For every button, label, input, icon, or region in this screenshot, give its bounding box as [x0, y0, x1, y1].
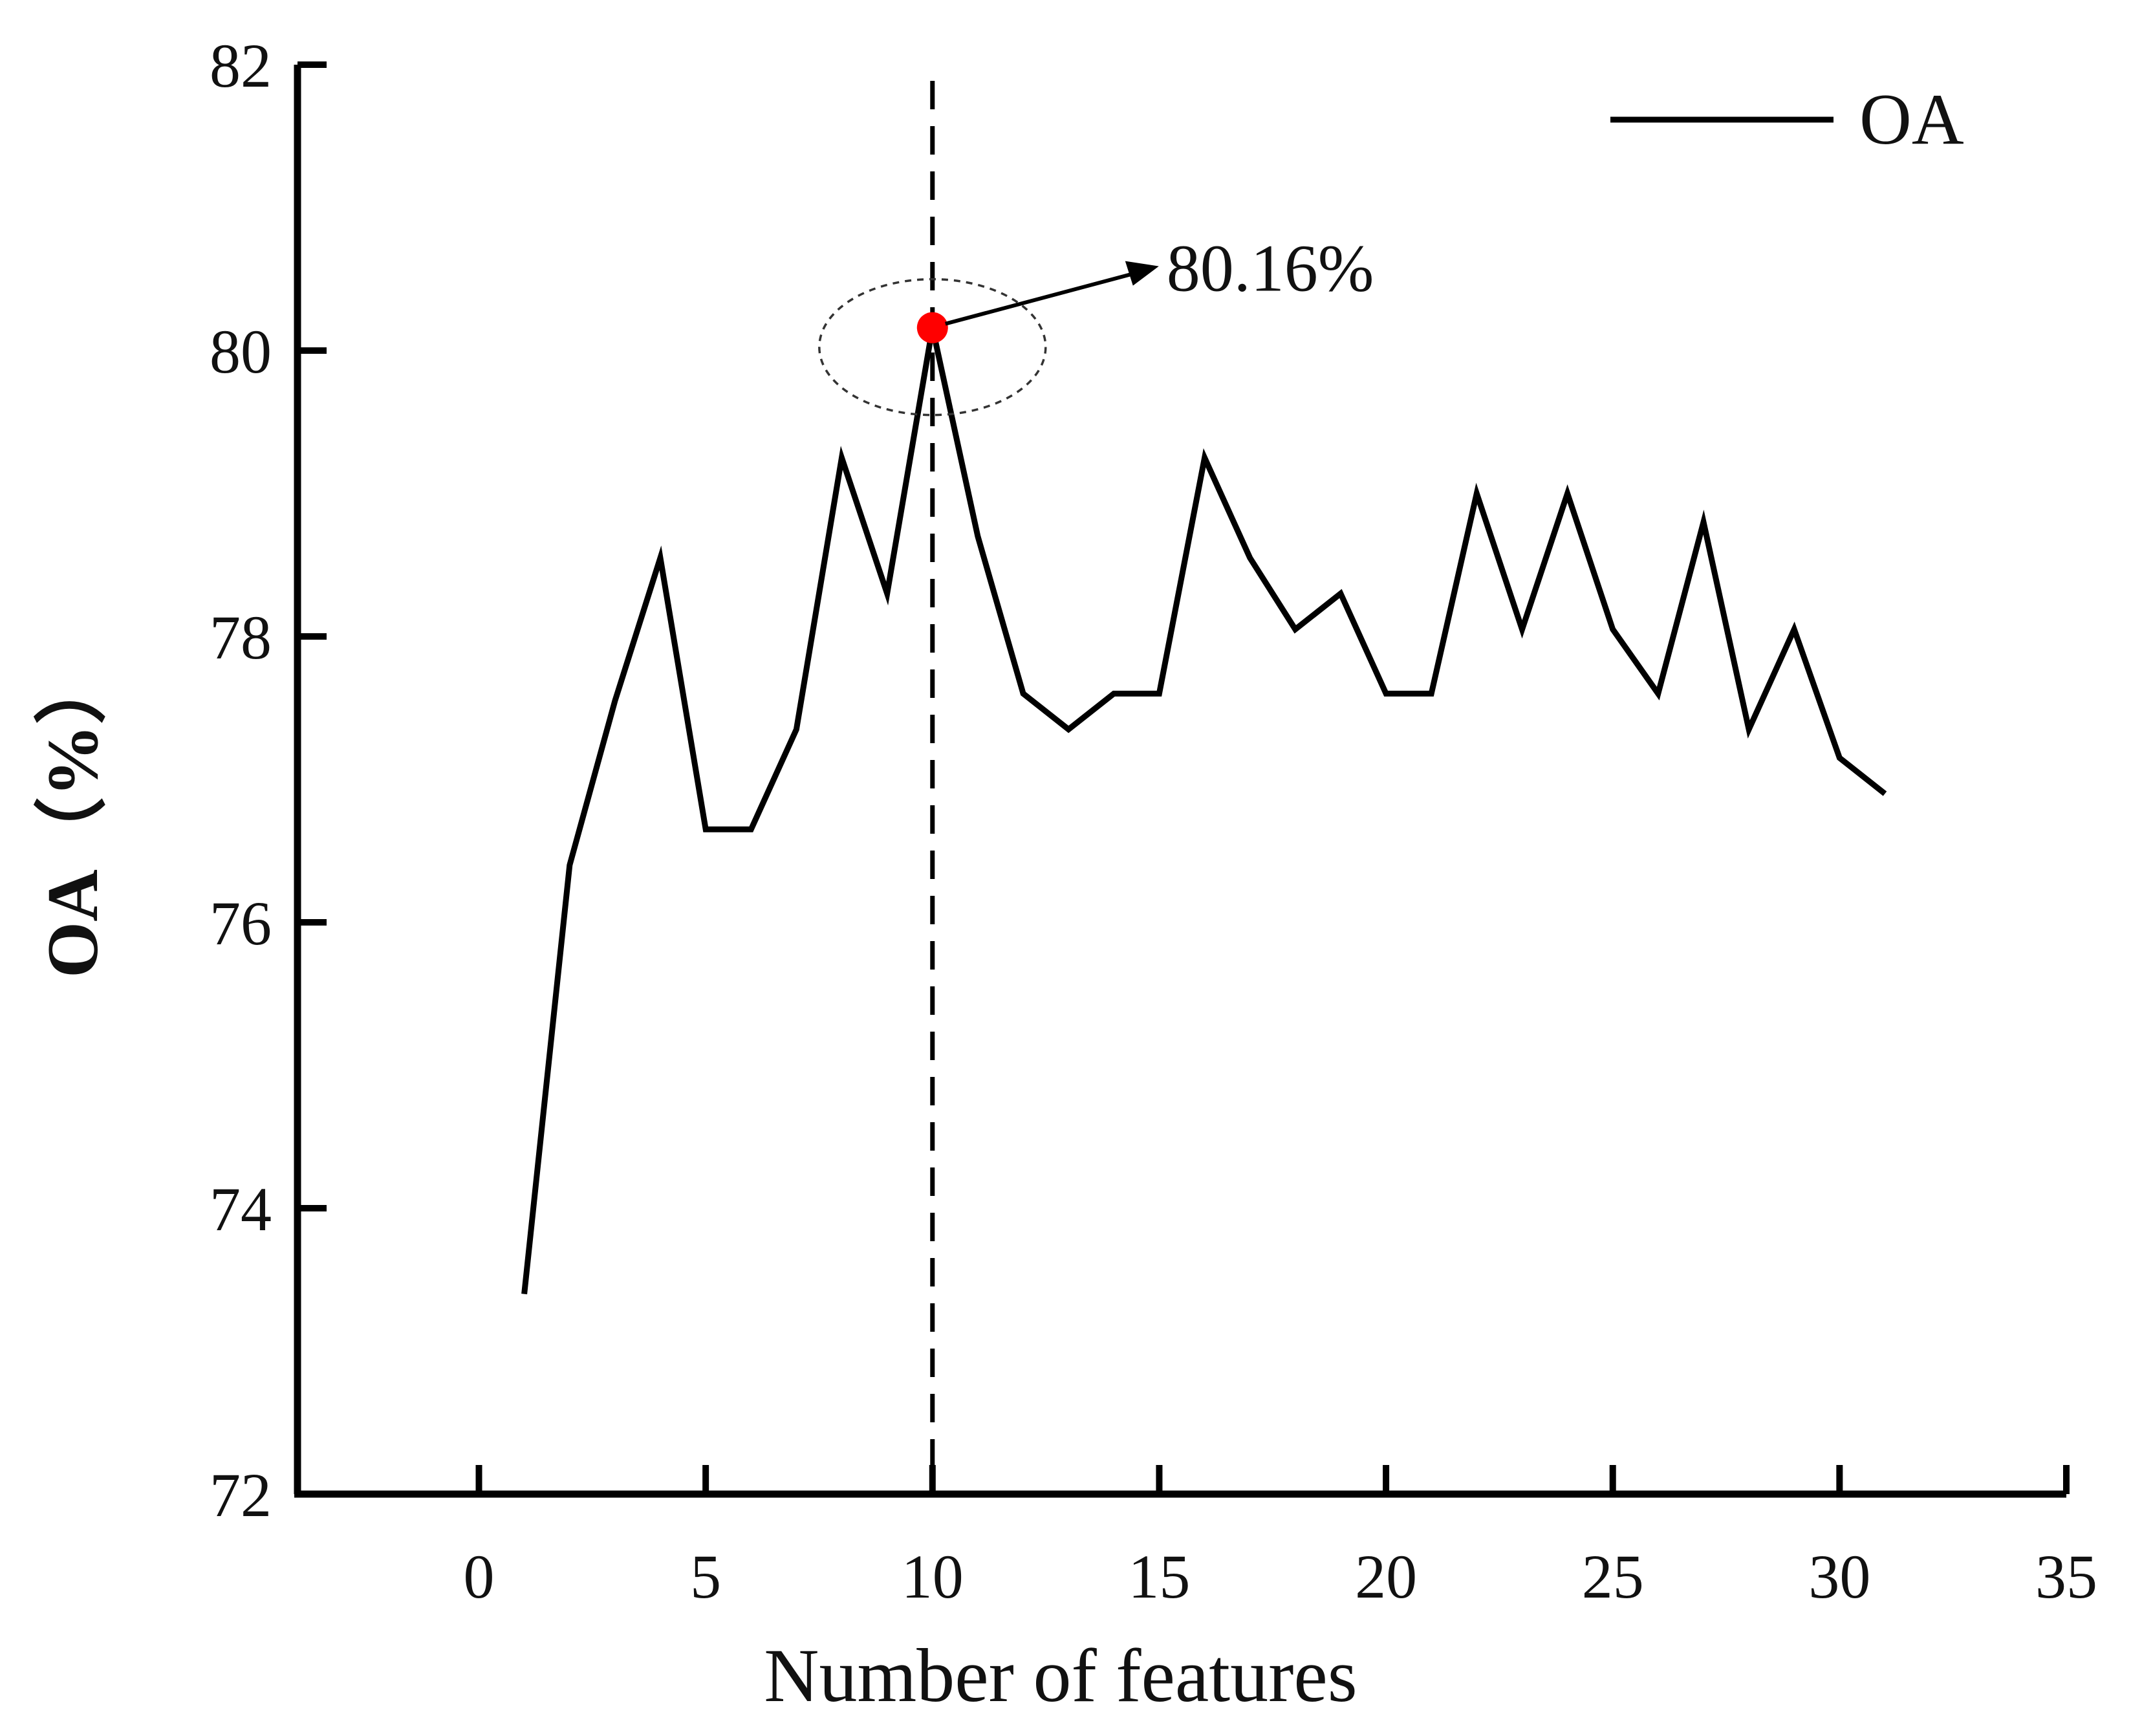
- axes: [294, 65, 2066, 1498]
- annotation-label: 80.16%: [1167, 232, 1374, 306]
- y-tick-label: 76: [210, 889, 272, 958]
- axis-ticks: 72 74 76 78 80 82 0 5 10 15 20 25 30 35: [210, 31, 2097, 1611]
- y-tick-label: 78: [210, 603, 272, 672]
- y-tick-label: 72: [210, 1460, 272, 1530]
- legend-label: OA: [1859, 80, 1964, 160]
- x-tick-label: 15: [1128, 1542, 1190, 1611]
- annotation-group: 80.16%: [818, 232, 1374, 417]
- annotation-arrow-shaft: [945, 270, 1140, 326]
- oa-series-line: [521, 312, 1887, 1295]
- x-tick-label: 20: [1355, 1542, 1417, 1611]
- peak-marker: [916, 312, 948, 343]
- x-tick-label: 30: [1808, 1542, 1870, 1611]
- y-tick-label: 82: [210, 31, 272, 100]
- x-tick-label: 10: [902, 1542, 964, 1611]
- x-tick-label: 25: [1582, 1542, 1644, 1611]
- x-tick-label: 0: [464, 1542, 495, 1611]
- y-tick-label: 74: [210, 1175, 272, 1244]
- legend: OA: [1610, 80, 1964, 160]
- y-tick-label: 80: [210, 317, 272, 386]
- x-tick-label: 35: [2035, 1542, 2097, 1611]
- x-tick-label: 5: [690, 1542, 721, 1611]
- y-axis-title: OA（%）: [33, 652, 113, 978]
- series-group: [521, 312, 1887, 1295]
- annotation-arrowhead: [1125, 261, 1159, 286]
- x-axis-title: Number of features: [764, 1633, 1357, 1718]
- highlight-ellipse: [818, 277, 1047, 417]
